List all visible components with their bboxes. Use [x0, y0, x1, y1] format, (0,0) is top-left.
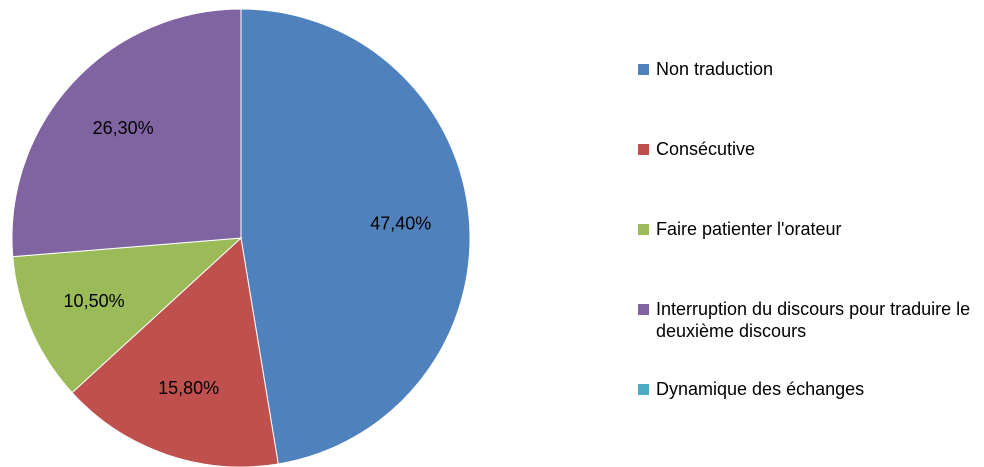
pie-slice	[12, 237, 243, 394]
data-label: 47,40%	[370, 214, 431, 234]
legend-label: Dynamique des échanges	[656, 379, 865, 399]
legend-label: Faire patienter l'orateur	[656, 219, 842, 239]
legend-item: Consécutive	[638, 138, 976, 160]
legend-item: Dynamique des échanges	[638, 378, 976, 400]
legend-item: Interruption du discours pour traduire l…	[638, 298, 976, 342]
data-label: 15,80%	[158, 378, 219, 398]
pie-slice	[11, 8, 242, 258]
legend-swatch	[638, 144, 649, 155]
pie-slice	[71, 237, 279, 467]
legend-item: Non traduction	[638, 58, 976, 80]
legend-swatch	[638, 64, 649, 75]
data-label: 26,30%	[93, 118, 154, 138]
legend-swatch	[638, 224, 649, 235]
legend-swatch	[638, 384, 649, 395]
legend-label: Consécutive	[656, 139, 756, 159]
legend-label: Non traduction	[656, 59, 774, 79]
pie-slice	[240, 8, 471, 465]
legend-label: Interruption du discours pour traduire l…	[656, 299, 971, 341]
data-label: 10,50%	[64, 291, 125, 311]
legend-item: Faire patienter l'orateur	[638, 218, 976, 240]
legend-swatch	[638, 304, 649, 315]
